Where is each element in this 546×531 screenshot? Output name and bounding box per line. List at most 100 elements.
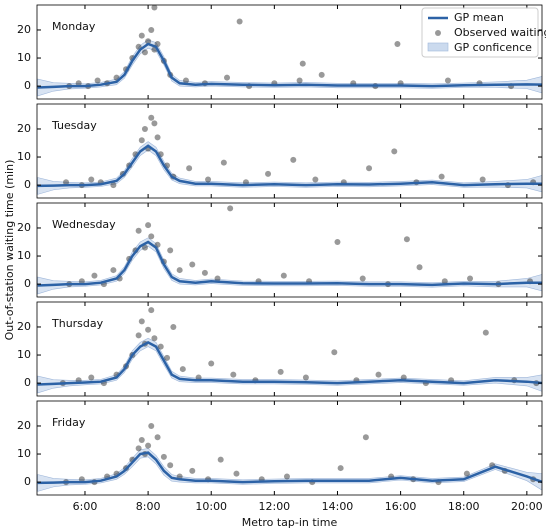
observed-point — [312, 176, 319, 183]
observed-point — [186, 165, 193, 172]
x-tick-label: 14:00 — [322, 500, 354, 513]
observed-point — [400, 374, 407, 381]
observed-point — [205, 176, 212, 183]
gp-mean-line — [37, 144, 542, 188]
legend-box — [421, 7, 539, 58]
y-tick-label: 0 — [24, 376, 31, 389]
x-tick-label: 20:00 — [511, 500, 543, 513]
observed-point — [299, 60, 306, 67]
observed-point — [170, 323, 177, 330]
observed-point — [375, 371, 382, 378]
y-tick-label: 10 — [17, 447, 31, 460]
y-tick-label: 10 — [17, 249, 31, 262]
observed-point — [179, 366, 186, 373]
observed-point — [280, 272, 287, 279]
legend-label: Observed waiting — [454, 26, 546, 39]
plot-area — [37, 307, 542, 394]
confidence-band — [37, 337, 542, 394]
y-tick-label: 0 — [24, 178, 31, 191]
observed-point — [296, 77, 303, 84]
observed-point — [331, 349, 338, 356]
plot-area — [37, 422, 542, 492]
x-tick-label: 6:00 — [73, 500, 98, 513]
observed-point — [334, 239, 341, 246]
observed-point — [214, 275, 221, 282]
legend-label: GP mean — [454, 11, 504, 24]
observed-point — [167, 247, 174, 254]
gp-mean-line — [37, 42, 542, 89]
observed-point — [467, 275, 474, 282]
observed-point — [394, 41, 401, 48]
legend-patch — [427, 42, 449, 52]
plot-area — [37, 114, 542, 195]
y-axis-label: Out-of-station waiting time (min) — [3, 160, 16, 341]
observed-point — [141, 125, 148, 132]
observed-point — [337, 465, 344, 472]
observed-point — [208, 360, 215, 367]
day-label: Thursday — [51, 317, 104, 330]
observed-point — [236, 18, 243, 25]
legend: GP mean Observed waiting GP conficence — [421, 7, 546, 58]
x-tick-label: 10:00 — [195, 500, 227, 513]
panel: 0 10 20 Wednesday — [17, 202, 543, 298]
axes-frame — [36, 202, 543, 298]
observed-point — [154, 41, 161, 48]
day-label: Tuesday — [51, 119, 97, 132]
observed-point — [479, 176, 486, 183]
plot-area — [37, 5, 542, 97]
gp-mean-line — [37, 240, 542, 287]
axes-frame — [36, 4, 543, 100]
confidence-band — [37, 448, 542, 492]
observed-point — [189, 467, 196, 474]
y-tick-label: 20 — [17, 320, 31, 333]
observed-point — [110, 182, 117, 189]
gp-mean-line — [37, 451, 542, 485]
y-tick-label: 0 — [24, 277, 31, 290]
observed-point — [145, 38, 152, 45]
gp-mean-line — [37, 340, 542, 386]
x-tick-label: 18:00 — [448, 500, 480, 513]
y-tick-label: 20 — [17, 122, 31, 135]
observed-point — [217, 456, 224, 463]
observed-point — [482, 329, 489, 336]
observed-point — [141, 49, 148, 56]
observed-point — [145, 442, 152, 449]
y-tick-label: 20 — [17, 221, 31, 234]
observed-point — [230, 371, 237, 378]
observed-point — [148, 422, 155, 429]
observed-point — [148, 26, 155, 33]
observed-point — [302, 374, 309, 381]
observed-point — [265, 170, 272, 177]
observed-point — [141, 244, 148, 251]
observed-point — [148, 114, 155, 121]
x-axis-label: Metro tap-in time — [242, 516, 338, 529]
y-tick-label: 0 — [24, 79, 31, 92]
observed-point — [362, 434, 369, 441]
observed-point — [164, 354, 171, 361]
observed-point — [75, 80, 82, 87]
observed-point — [277, 368, 284, 375]
observed-point — [135, 332, 142, 339]
observed-point — [403, 236, 410, 243]
observed-point — [189, 261, 196, 268]
y-tick-label: 0 — [24, 475, 31, 488]
observed-point — [91, 272, 98, 279]
observed-point — [176, 267, 183, 274]
x-tick-label: 16:00 — [385, 500, 417, 513]
x-tick-label: 8:00 — [136, 500, 161, 513]
x-tick-label: 12:00 — [258, 500, 290, 513]
observed-point — [154, 134, 161, 141]
legend-dot — [435, 30, 441, 36]
observed-point — [151, 335, 158, 342]
observed-point — [138, 137, 145, 144]
observed-point — [366, 165, 373, 172]
observed-point — [463, 470, 470, 477]
y-tick-label: 20 — [17, 23, 31, 36]
observed-point — [318, 71, 325, 78]
observed-point — [157, 343, 164, 350]
observed-point — [227, 205, 234, 212]
observed-point — [110, 267, 117, 274]
observed-point — [441, 278, 448, 285]
observed-point — [154, 434, 161, 441]
